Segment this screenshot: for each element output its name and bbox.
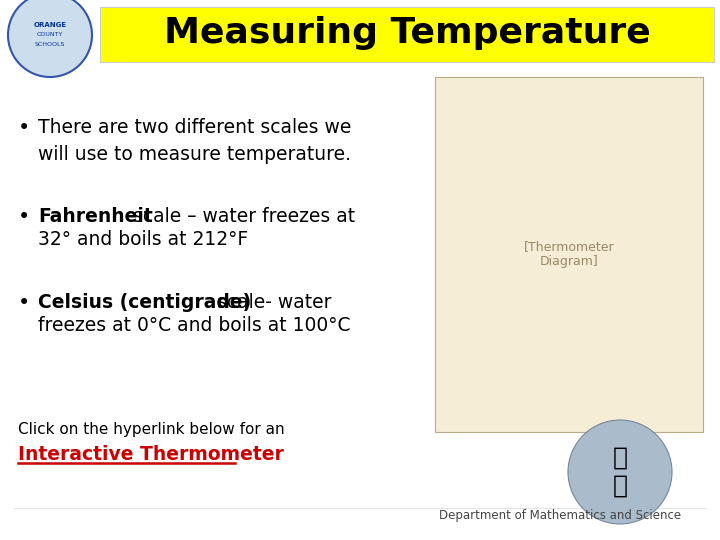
Text: scale- water: scale- water: [211, 293, 331, 312]
Text: ORANGE: ORANGE: [33, 22, 66, 28]
Text: freezes at 0°C and boils at 100°C: freezes at 0°C and boils at 100°C: [38, 316, 351, 335]
Text: Celsius (centigrade): Celsius (centigrade): [38, 293, 251, 312]
Text: 32° and boils at 212°F: 32° and boils at 212°F: [38, 230, 248, 249]
Text: •: •: [18, 293, 30, 313]
FancyBboxPatch shape: [100, 7, 714, 62]
Circle shape: [8, 0, 92, 77]
Text: Click on the hyperlink below for an: Click on the hyperlink below for an: [18, 422, 284, 437]
Text: scale – water freezes at: scale – water freezes at: [127, 207, 355, 226]
Text: Department of Mathematics and Science: Department of Mathematics and Science: [439, 509, 681, 522]
Text: SCHOOLS: SCHOOLS: [35, 43, 66, 48]
Text: Fahrenheit: Fahrenheit: [38, 207, 153, 226]
Text: •: •: [18, 207, 30, 227]
Text: There are two different scales we
will use to measure temperature.: There are two different scales we will u…: [38, 118, 351, 164]
Text: [Thermometer
Diagram]: [Thermometer Diagram]: [523, 240, 614, 268]
Text: COUNTY: COUNTY: [37, 32, 63, 37]
FancyBboxPatch shape: [435, 77, 703, 432]
Text: 🌍
🍎: 🌍 🍎: [613, 446, 628, 498]
Circle shape: [568, 420, 672, 524]
Text: Measuring Temperature: Measuring Temperature: [163, 17, 650, 51]
Text: •: •: [18, 118, 30, 138]
Text: Interactive Thermometer: Interactive Thermometer: [18, 445, 284, 464]
